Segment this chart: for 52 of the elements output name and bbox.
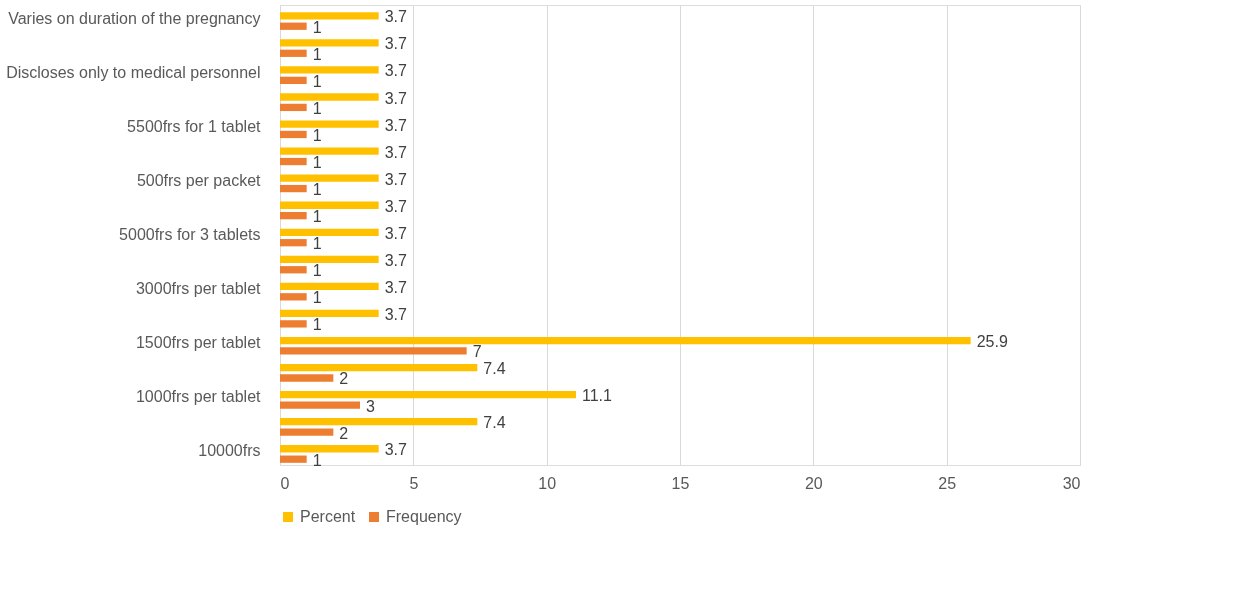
data-label: 3.7 [384, 305, 408, 323]
legend-label: Percent [300, 508, 356, 525]
data-label: 1 [312, 316, 322, 334]
data-label: 7 [472, 343, 482, 361]
data-label: 2 [339, 424, 349, 442]
x-tick-label: 25 [938, 474, 957, 492]
data-label: 1 [312, 208, 322, 226]
data-label: 1 [312, 262, 322, 280]
y-tick-label: 5000frs for 3 tablets [119, 226, 261, 243]
y-tick-label: Varies on duration of the pregnancy [8, 9, 261, 27]
data-label: 3.7 [384, 170, 408, 188]
data-label: 3.7 [384, 143, 408, 161]
data-label: 1 [312, 99, 322, 117]
data-label: 3 [366, 397, 375, 415]
data-label: 3.7 [384, 62, 408, 80]
x-tick-label: 10 [538, 474, 557, 492]
y-tick-label: 1500frs per tablet [135, 334, 262, 352]
x-tick-label: 15 [671, 474, 690, 492]
y-tick-label: 5500frs for 1 tablet [127, 117, 262, 135]
data-label: 1 [312, 45, 322, 63]
data-label: 1 [312, 451, 322, 469]
data-label: 3.7 [384, 116, 408, 134]
data-label: 3.7 [384, 8, 408, 26]
data-label: 1 [312, 181, 322, 199]
y-tick-label: 1000frs per tablet [135, 388, 262, 406]
x-tick-label: 20 [804, 474, 823, 492]
data-label: 1 [312, 126, 322, 144]
y-tick-label: Discloses only to medical personnel [6, 63, 261, 81]
data-label: 7.4 [483, 360, 506, 378]
y-tick-label: 3000frs per tablet [135, 280, 262, 298]
data-label: 3.7 [384, 278, 408, 296]
data-label: 11.1 [582, 387, 613, 405]
data-label: 3.7 [384, 89, 408, 107]
data-label: 7.4 [483, 414, 506, 432]
data-label: 3.7 [384, 441, 408, 459]
data-label: 1 [312, 18, 322, 36]
x-tick-label: 0 [280, 474, 290, 492]
data-label: 1 [312, 72, 322, 90]
x-tick-label: 5 [409, 474, 419, 492]
data-label: 1 [312, 289, 322, 307]
data-label: 3.7 [384, 224, 408, 242]
y-tick-label: 10000frs [198, 442, 261, 460]
data-label: 25.9 [976, 333, 1008, 351]
legend-label: Frequency [386, 508, 462, 525]
data-label: 1 [312, 235, 322, 253]
data-label: 3.7 [384, 197, 408, 215]
data-label: 3.7 [384, 35, 408, 53]
data-label: 2 [339, 370, 349, 388]
y-tick-label: 500frs per packet [136, 171, 262, 189]
x-tick-label: 30 [1062, 474, 1081, 492]
data-label: 3.7 [384, 251, 408, 269]
data-label: 1 [312, 154, 322, 172]
